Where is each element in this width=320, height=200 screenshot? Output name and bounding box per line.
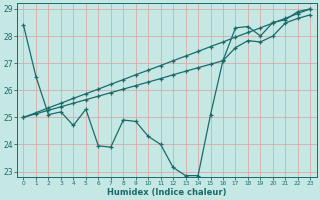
X-axis label: Humidex (Indice chaleur): Humidex (Indice chaleur) [107,188,227,197]
